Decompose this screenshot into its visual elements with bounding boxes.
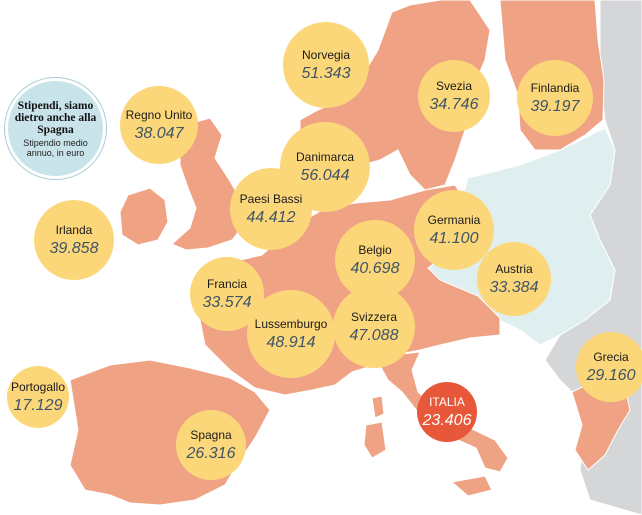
bubble-finlandia: Finlandia 39.197	[517, 60, 593, 136]
salary-value: 38.047	[134, 124, 184, 142]
salary-value: 41.100	[429, 229, 479, 247]
bubble-svezia: Svezia 34.746	[418, 60, 490, 132]
country-name: Paesi Bassi	[239, 191, 303, 206]
bubble-lussemburgo: Lussemburgo 48.914	[247, 290, 335, 378]
bubble-paesi-bassi: Paesi Bassi 44.412	[230, 168, 312, 250]
salary-value: 40.698	[350, 259, 400, 277]
land-sardinia	[363, 421, 387, 459]
salary-value: 48.914	[266, 333, 316, 351]
bubble-spagna: Spagna 26.316	[176, 410, 246, 480]
land-great-britain	[171, 117, 247, 251]
country-name: Belgio	[358, 242, 392, 257]
country-name: Spagna	[190, 427, 232, 442]
land-ireland	[119, 187, 169, 246]
salary-value: 51.343	[301, 64, 351, 82]
salary-value: 33.384	[489, 278, 539, 296]
country-name: Regno Unito	[125, 107, 193, 122]
bubble-svizzera: Svizzera 47.088	[333, 286, 415, 368]
salary-value: 33.574	[202, 293, 252, 311]
country-name: Lussemburgo	[254, 316, 328, 331]
country-name: ITALIA	[429, 394, 465, 409]
bubble-italia: ITALIA 23.406	[417, 382, 477, 442]
salary-value: 39.858	[49, 239, 99, 257]
country-name: Francia	[206, 276, 247, 291]
country-name: Danimarca	[295, 149, 355, 164]
country-name: Svezia	[435, 78, 473, 93]
salary-value: 26.316	[186, 444, 236, 462]
salary-value: 29.160	[586, 366, 636, 384]
country-name: Irlanda	[55, 222, 93, 237]
salary-value: 34.746	[429, 95, 479, 113]
country-name: Germania	[427, 212, 481, 227]
land-sicily	[450, 475, 493, 497]
bubble-portogallo: Portogallo 17.129	[7, 366, 69, 428]
country-name: Norvegia	[301, 47, 351, 62]
bubble-grecia: Grecia 29.160	[576, 332, 642, 402]
bubble-germania: Germania 41.100	[414, 190, 494, 270]
bubble-regno-unito: Regno Unito 38.047	[120, 86, 198, 164]
bubble-austria: Austria 33.384	[477, 242, 551, 316]
country-name: Grecia	[593, 349, 629, 364]
country-name: Finlandia	[530, 80, 580, 95]
bubble-norvegia: Norvegia 51.343	[283, 22, 369, 108]
land-italy	[377, 351, 509, 473]
country-name: Svizzera	[350, 309, 397, 324]
salary-value: 56.044	[300, 166, 350, 184]
salary-value: 39.197	[530, 97, 580, 115]
salary-value: 17.129	[13, 396, 63, 414]
country-name: Portogallo	[10, 379, 66, 394]
legend-title: Stipendi, siamo dietro anche alla Spagna	[14, 99, 97, 136]
bubble-irlanda: Irlanda 39.858	[34, 200, 114, 280]
land-corsica	[371, 395, 385, 419]
legend-subtitle: Stipendio medio annuo, in euro	[23, 137, 88, 158]
salary-value: 47.088	[349, 326, 399, 344]
salary-value: 44.412	[246, 208, 296, 226]
country-name: Austria	[495, 261, 533, 276]
legend-circle: Stipendi, siamo dietro anche alla Spagna…	[5, 78, 106, 179]
salary-value: 23.406	[422, 411, 472, 429]
